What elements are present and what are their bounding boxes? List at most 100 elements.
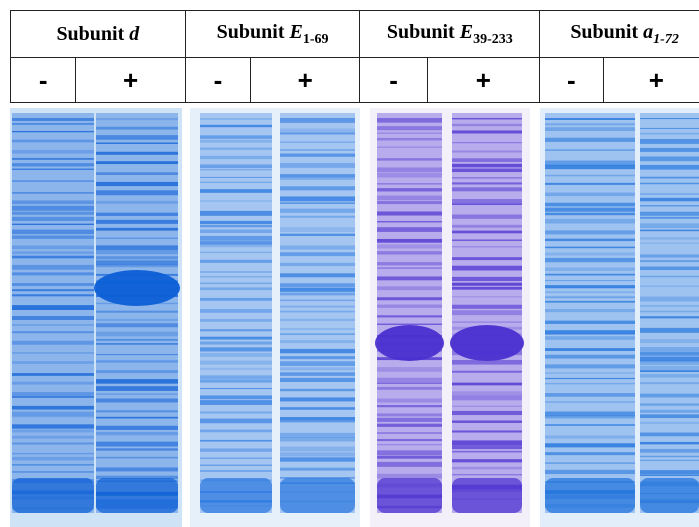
gel-band — [280, 300, 355, 302]
gel-band — [280, 154, 355, 157]
gel-band — [280, 141, 355, 142]
gel-band — [452, 321, 522, 322]
gel-band — [452, 310, 522, 315]
gel-band — [377, 315, 442, 317]
gel-band — [12, 412, 94, 416]
gel-band — [280, 186, 355, 190]
gel-band — [200, 342, 272, 345]
gel-band — [640, 410, 699, 413]
gel-band — [12, 123, 94, 125]
gel-band — [545, 372, 635, 373]
gel-band — [640, 276, 699, 277]
gel-band — [452, 164, 522, 168]
gel-band — [12, 256, 94, 259]
gel-band — [200, 276, 272, 278]
gel-band — [200, 400, 272, 405]
gel-lane — [200, 113, 272, 513]
gel-band — [377, 378, 442, 383]
gel-band — [12, 192, 94, 194]
gel-band — [12, 230, 94, 235]
gel-band — [280, 252, 355, 256]
gel-band — [12, 352, 94, 353]
gel-band — [545, 301, 635, 303]
gel-band — [640, 193, 699, 194]
gel-band — [280, 437, 355, 441]
gel-band — [640, 297, 699, 302]
gel-band — [200, 470, 272, 471]
gel-band — [377, 399, 442, 403]
gel-band — [280, 340, 355, 343]
title-prefix: Subunit — [217, 21, 285, 43]
gel-band — [200, 465, 272, 466]
gel-band — [96, 457, 178, 458]
gel-band — [200, 448, 272, 451]
gel-band — [96, 127, 178, 130]
gel-bottom — [96, 478, 178, 513]
gel-band — [12, 316, 94, 320]
gel-band — [200, 361, 272, 365]
overexpressed-band — [375, 325, 444, 361]
gel-band — [545, 274, 635, 276]
gel-band — [280, 421, 355, 422]
gel-band — [280, 433, 355, 438]
title-symbol: a — [643, 21, 653, 43]
panel-title: Subunit a1-72 — [540, 11, 699, 58]
gel-band — [545, 321, 635, 324]
gel-band — [452, 199, 522, 204]
gel-band — [280, 246, 355, 250]
gel-band — [96, 256, 178, 259]
gel-band — [452, 246, 522, 247]
panel-title: Subunit d — [11, 11, 186, 58]
gel-band — [280, 397, 355, 401]
gel-band — [200, 260, 272, 263]
gel-band — [12, 200, 94, 204]
gel-band — [200, 440, 272, 442]
gel-band — [12, 392, 94, 397]
gel-band — [545, 378, 635, 379]
gel-band — [280, 163, 355, 168]
gel-band — [545, 253, 635, 256]
title-prefix: Subunit — [387, 21, 455, 43]
gel-band — [377, 262, 442, 265]
gel-band — [452, 467, 522, 469]
gel-band — [12, 382, 94, 385]
gel-band — [640, 230, 699, 232]
gel-band — [200, 337, 272, 340]
lane-label: - — [11, 58, 76, 103]
gel-band — [452, 231, 522, 234]
gel-bottom — [280, 478, 355, 513]
gel-band — [96, 220, 178, 224]
gel-band — [545, 330, 635, 334]
gel-band — [12, 324, 94, 325]
gel-band — [280, 118, 355, 122]
gel-band — [280, 333, 355, 334]
gel-band — [280, 328, 355, 330]
gel-band — [96, 118, 178, 120]
gel-band — [280, 234, 355, 236]
gel-band — [12, 305, 94, 310]
gel-band — [200, 236, 272, 241]
gel-band — [280, 202, 355, 204]
gel-band — [640, 223, 699, 228]
gel-band — [640, 260, 699, 262]
gel-band — [200, 230, 272, 234]
gel-band — [640, 370, 699, 372]
gel-band — [12, 150, 94, 154]
gel-band — [96, 323, 178, 327]
gel-bottom — [12, 478, 94, 513]
gel-band — [280, 288, 355, 292]
gel-band — [377, 405, 442, 407]
gel-band — [640, 311, 699, 313]
gel-band — [545, 443, 635, 447]
gel-band — [200, 200, 272, 202]
title-subscript: 1-72 — [653, 32, 679, 47]
gel-band — [377, 305, 442, 308]
gel-band — [96, 161, 178, 164]
gel-band — [452, 391, 522, 395]
gel-band — [200, 388, 272, 389]
lane-label: + — [427, 58, 539, 103]
gel-band — [640, 118, 699, 119]
gel-band — [12, 272, 94, 275]
gel-band — [12, 224, 94, 225]
gel-band — [377, 173, 442, 178]
